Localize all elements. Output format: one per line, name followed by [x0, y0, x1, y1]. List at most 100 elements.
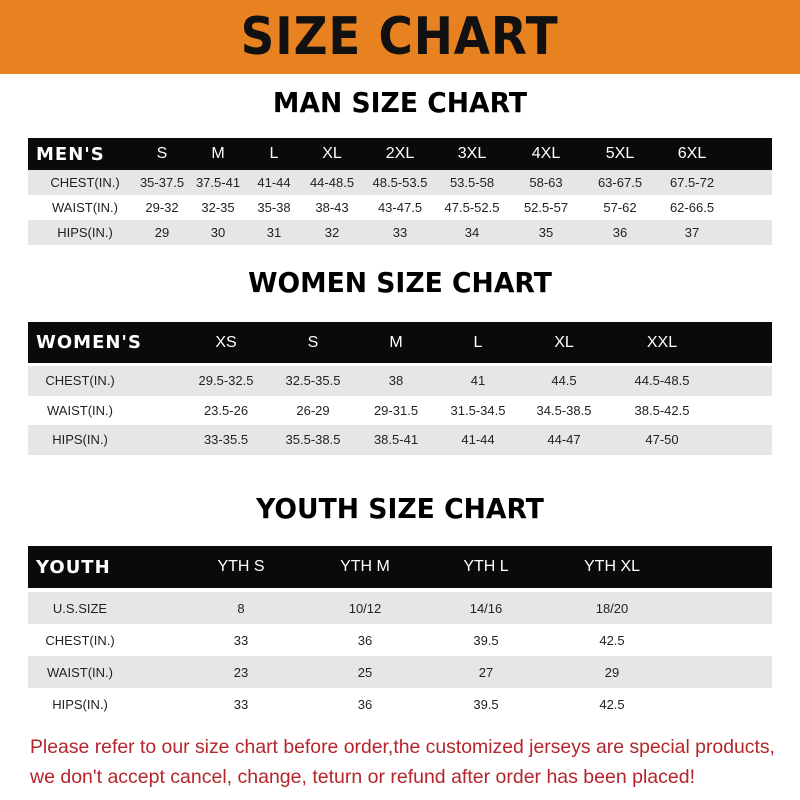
size-chart-banner: SIZE CHART	[0, 0, 800, 74]
note-line-1: Please refer to our size chart before or…	[30, 736, 775, 758]
measurement-cell: 33	[392, 225, 408, 240]
size-header: S	[156, 145, 168, 162]
measurement-cell: 39.5	[473, 632, 499, 648]
table-row: CHEST(IN.) 33 36 39.5 42.5	[28, 624, 772, 656]
measurement-cell: 36	[357, 696, 373, 712]
measurement-cell: 42.5	[599, 632, 625, 648]
row-label: CHEST(IN.)	[45, 373, 115, 389]
measurement-cell: 35	[538, 225, 554, 240]
table-row: WAIST(IN.) 23.5-26 26-29 29-31.5 31.5-34.5 34…	[28, 395, 772, 425]
measurement-cell: 29	[154, 225, 170, 240]
measurement-cell: 38.5-42.5	[634, 402, 690, 418]
measurement-cell: 41	[470, 373, 486, 389]
measurement-cell: 33	[233, 696, 249, 712]
youth-header-row: YOUTH YTH S YTH M YTH L YTH XL	[28, 546, 772, 588]
measurement-cell: 38-43	[315, 200, 349, 215]
size-header: YTH S	[217, 558, 265, 575]
size-header: XL	[554, 333, 574, 351]
measurement-cell: 23.5-26	[203, 402, 249, 418]
measurement-cell: 35-37.5	[139, 175, 185, 190]
table-row: HIPS(IN.) 29 30 31 32 33 34 35 36 37	[28, 220, 772, 245]
measurement-cell: 34	[464, 225, 480, 240]
youth-section-title: YOUTH SIZE CHART	[256, 492, 544, 525]
row-label: WAIST(IN.)	[47, 402, 113, 418]
youth-header-label: YOUTH	[36, 556, 111, 578]
measurement-cell: 29-31.5	[373, 402, 419, 418]
table-row: HIPS(IN.) 33 36 39.5 42.5	[28, 688, 772, 720]
table-row: WAIST(IN.) 23 25 27 29	[28, 656, 772, 688]
measurement-cell: 47.5-52.5	[444, 200, 500, 215]
row-label: HIPS(IN.)	[57, 225, 113, 240]
youth-size-table: YOUTH YTH S YTH M YTH L YTH XL U.S.SIZE 8 10/12…	[28, 546, 772, 720]
row-gap	[28, 588, 772, 592]
note-line-2: we don't accept cancel, change, teturn o…	[30, 766, 695, 788]
measurement-cell: 67.5-72	[669, 175, 715, 190]
row-label: WAIST(IN.)	[52, 200, 118, 215]
measurement-cell: 63-67.5	[597, 175, 643, 190]
measurement-cell: 31.5-34.5	[450, 402, 506, 418]
measurement-cell: 52.5-57	[523, 200, 569, 215]
measurement-cell: 43-47.5	[377, 200, 423, 215]
measurement-cell: 44.5	[551, 373, 577, 389]
measurement-cell: 44-47	[547, 432, 581, 448]
table-row: CHEST(IN.) 35-37.5 37.5-41 41-44 44-48.5 48.5…	[28, 170, 772, 195]
measurement-cell: 39.5	[473, 696, 499, 712]
measurement-cell: 35.5-38.5	[285, 432, 341, 448]
table-row: U.S.SIZE 8 10/12 14/16 18/20	[28, 592, 772, 624]
measurement-cell: 27	[478, 664, 494, 680]
row-gap	[28, 363, 772, 366]
table-row: CHEST(IN.) 29.5-32.5 32.5-35.5 38 41 44.5 44.5…	[28, 366, 772, 396]
measurement-cell: 23	[233, 664, 249, 680]
size-header: YTH M	[340, 558, 390, 575]
men-header-label: MEN'S	[36, 143, 105, 165]
size-header: L	[269, 145, 279, 162]
size-header: YTH L	[463, 558, 509, 575]
measurement-cell: 10/12	[348, 600, 382, 616]
row-label: WAIST(IN.)	[47, 664, 113, 680]
measurement-cell: 48.5-53.5	[372, 175, 428, 190]
size-header: L	[473, 333, 483, 351]
measurement-cell: 36	[612, 225, 628, 240]
size-header: 2XL	[385, 145, 415, 162]
measurement-cell: 33	[233, 632, 249, 648]
banner-title: SIZE CHART	[241, 7, 559, 67]
size-header: S	[307, 333, 319, 351]
measurement-cell: 34.5-38.5	[536, 402, 592, 418]
measurement-cell: 36	[357, 632, 373, 648]
table-row: HIPS(IN.) 33-35.5 35.5-38.5 38.5-41 41-44 44-…	[28, 425, 772, 455]
measurement-cell: 8	[237, 600, 245, 616]
measurement-cell: 44.5-48.5	[634, 373, 690, 389]
size-header: M	[389, 333, 403, 351]
measurement-cell: 37.5-41	[195, 175, 241, 190]
size-header: XL	[322, 145, 342, 162]
measurement-cell: 62-66.5	[669, 200, 715, 215]
measurement-cell: 38	[388, 373, 404, 389]
measurement-cell: 47-50	[645, 432, 679, 448]
measurement-cell: 25	[357, 664, 373, 680]
measurement-cell: 18/20	[595, 600, 629, 616]
measurement-cell: 41-44	[461, 432, 495, 448]
size-header: 5XL	[605, 145, 635, 162]
measurement-cell: 41-44	[257, 175, 291, 190]
men-section-title: MAN SIZE CHART	[272, 86, 528, 119]
measurement-cell: 29-32	[145, 200, 179, 215]
measurement-cell: 37	[684, 225, 700, 240]
women-header-row: WOMEN'S XS S M L XL XXL	[28, 322, 772, 363]
men-size-table: MEN'S S M L XL 2XL 3XL 4XL 5XL 6XL CHEST(IN.) 35-37…	[28, 138, 772, 245]
row-label: CHEST(IN.)	[50, 175, 120, 190]
men-header-row: MEN'S S M L XL 2XL 3XL 4XL 5XL 6XL	[28, 138, 772, 170]
size-header: M	[211, 145, 225, 162]
measurement-cell: 29	[604, 664, 620, 680]
measurement-cell: 33-35.5	[203, 432, 249, 448]
size-header: 6XL	[677, 145, 707, 162]
row-label: CHEST(IN.)	[45, 632, 115, 648]
measurement-cell: 38.5-41	[373, 432, 419, 448]
measurement-cell: 29.5-32.5	[198, 373, 254, 389]
women-header-label: WOMEN'S	[36, 332, 142, 353]
size-header: 4XL	[531, 145, 561, 162]
size-header: XS	[215, 333, 237, 351]
row-label: HIPS(IN.)	[52, 432, 108, 448]
measurement-cell: 44-48.5	[309, 175, 355, 190]
row-label: U.S.SIZE	[52, 600, 108, 616]
measurement-cell: 31	[266, 225, 282, 240]
